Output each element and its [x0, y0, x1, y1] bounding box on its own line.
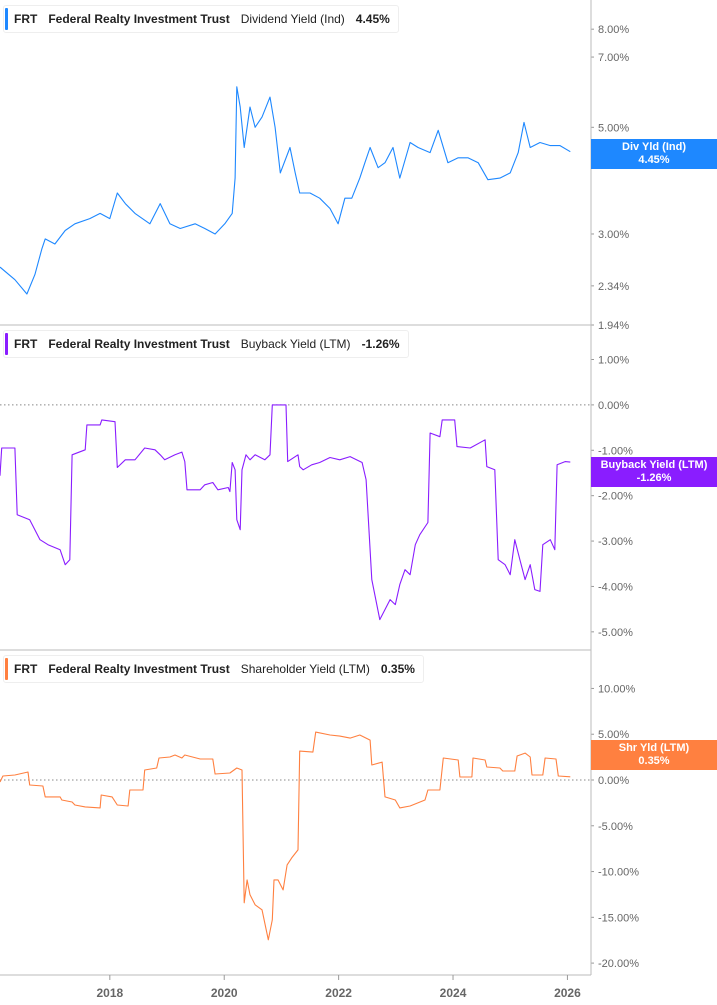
y-tick-label: 7.00%	[598, 52, 629, 64]
y-tick-label: 2.34%	[598, 281, 629, 293]
x-tick-label: 2018	[96, 986, 123, 1000]
legend-company: Federal Realty Investment Trust	[48, 662, 230, 676]
y-tick-label: -20.00%	[598, 958, 639, 970]
series-color-marker	[5, 8, 8, 30]
badge-label: Shr Yld (LTM)	[618, 742, 690, 754]
legend-value: -1.26%	[361, 337, 400, 351]
legend-metric: Dividend Yield (Ind)	[240, 12, 345, 26]
y-tick-label: -3.00%	[598, 536, 633, 548]
badge-shareholder-yield: Shr Yld (LTM) 0.35%	[591, 740, 717, 770]
y-tick-label: 5.00%	[598, 729, 629, 741]
legend-shareholder-yield: FRT Federal Realty Investment Trust Shar…	[3, 655, 424, 683]
badge-dividend-yield: Div Yld (Ind) 4.45%	[591, 139, 717, 169]
badge-value: 0.35%	[638, 755, 670, 767]
y-tick-label: -1.00%	[598, 445, 633, 457]
y-tick-label: -2.00%	[598, 491, 633, 503]
legend-metric: Buyback Yield (LTM)	[240, 337, 351, 351]
badge-value: 4.45%	[638, 154, 670, 166]
x-tick-label: 2024	[440, 986, 467, 1000]
y-tick-label: 8.00%	[598, 24, 629, 36]
y-tick-label: 1.94%	[598, 320, 629, 332]
legend-ticker: FRT	[14, 662, 38, 676]
legend-company: Federal Realty Investment Trust	[48, 337, 230, 351]
y-tick-label: -5.00%	[598, 627, 633, 639]
series-color-marker	[5, 658, 8, 680]
series-line	[0, 404, 571, 621]
legend-metric: Shareholder Yield (LTM)	[240, 662, 370, 676]
legend-company: Federal Realty Investment Trust	[48, 12, 230, 26]
badge-label: Buyback Yield (LTM)	[600, 459, 708, 471]
series-line	[0, 86, 571, 295]
series-line	[0, 731, 571, 941]
badge-value: -1.26%	[636, 472, 672, 484]
y-tick-label: -15.00%	[598, 912, 639, 924]
legend-ticker: FRT	[14, 12, 38, 26]
legend-buyback-yield: FRT Federal Realty Investment Trust Buyb…	[3, 330, 409, 358]
legend-ticker: FRT	[14, 337, 38, 351]
badge-buyback-yield: Buyback Yield (LTM) -1.26%	[591, 457, 717, 487]
y-tick-label: -5.00%	[598, 821, 633, 833]
y-tick-label: 5.00%	[598, 122, 629, 134]
x-tick-label: 2020	[211, 986, 238, 1000]
y-tick-label: 3.00%	[598, 229, 629, 241]
y-tick-label: 1.00%	[598, 354, 629, 366]
y-tick-label: 10.00%	[598, 683, 636, 695]
y-tick-label: 0.00%	[598, 400, 629, 412]
badge-label: Div Yld (Ind)	[622, 141, 686, 153]
y-tick-label: -4.00%	[598, 581, 633, 593]
x-tick-label: 2026	[554, 986, 581, 1000]
legend-value: 4.45%	[355, 12, 390, 26]
series-color-marker	[5, 333, 8, 355]
x-tick-label: 2022	[325, 986, 352, 1000]
y-tick-label: 0.00%	[598, 775, 629, 787]
y-tick-label: -10.00%	[598, 867, 639, 879]
legend-dividend-yield: FRT Federal Realty Investment Trust Divi…	[3, 5, 399, 33]
legend-value: 0.35%	[380, 662, 415, 676]
